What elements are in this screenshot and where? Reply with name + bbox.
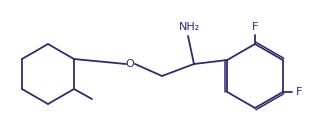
Text: F: F — [296, 87, 302, 97]
Text: F: F — [252, 22, 258, 32]
Text: NH₂: NH₂ — [179, 22, 201, 32]
Text: O: O — [126, 59, 134, 69]
